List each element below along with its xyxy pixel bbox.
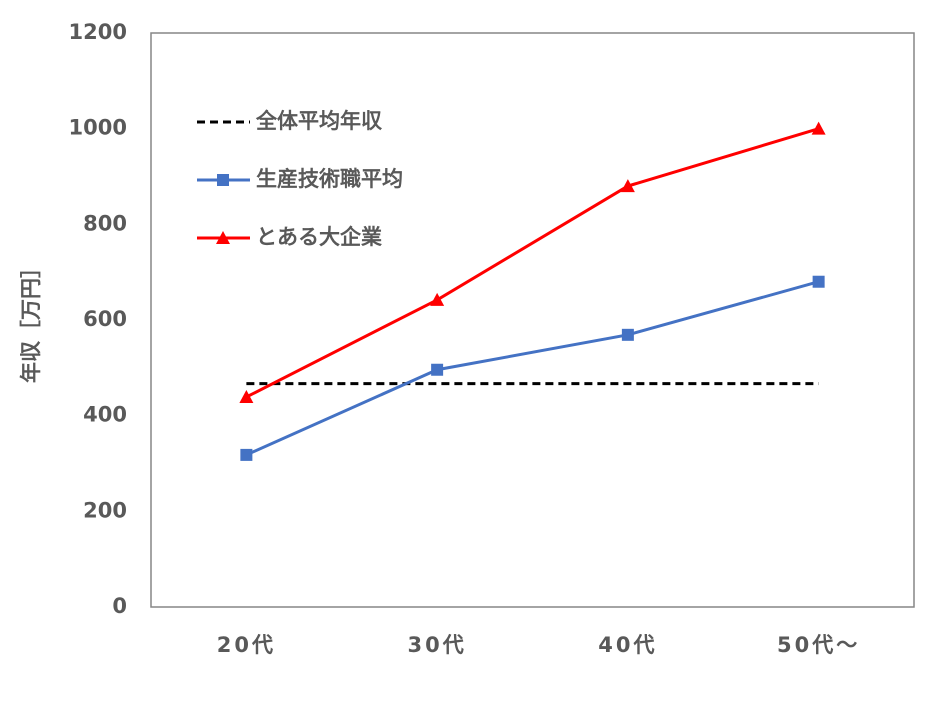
x-tick-label: 20代 [217,633,276,657]
y-tick-label: 1000 [69,116,127,140]
y-tick-label: 400 [83,403,127,427]
marker [239,390,254,404]
y-tick-label: 200 [83,498,127,522]
y-tick-label: 800 [83,211,127,235]
marker [240,448,253,461]
legend-marker [217,174,229,186]
series-line [245,280,820,457]
legend-label: とある大企業 [256,225,383,249]
legend-label: 全体平均年収 [255,109,383,133]
y-tick-label: 0 [112,594,127,618]
legend-label: 生産技術職平均 [256,167,403,191]
marker [812,275,825,288]
marker [430,292,445,306]
x-tick-label: 40代 [598,633,657,657]
y-axis-label: 年収［万円］ [19,257,43,383]
x-tick-label: 50代〜 [777,633,860,657]
marker [811,121,826,135]
marker [621,328,634,341]
plot-frame [150,32,915,608]
series-line [245,127,820,399]
x-tick-label: 30代 [408,633,467,657]
y-tick-label: 600 [83,307,127,331]
legend-marker [216,231,230,244]
y-tick-label: 1200 [69,20,127,44]
marker [620,179,635,193]
marker [431,363,444,376]
